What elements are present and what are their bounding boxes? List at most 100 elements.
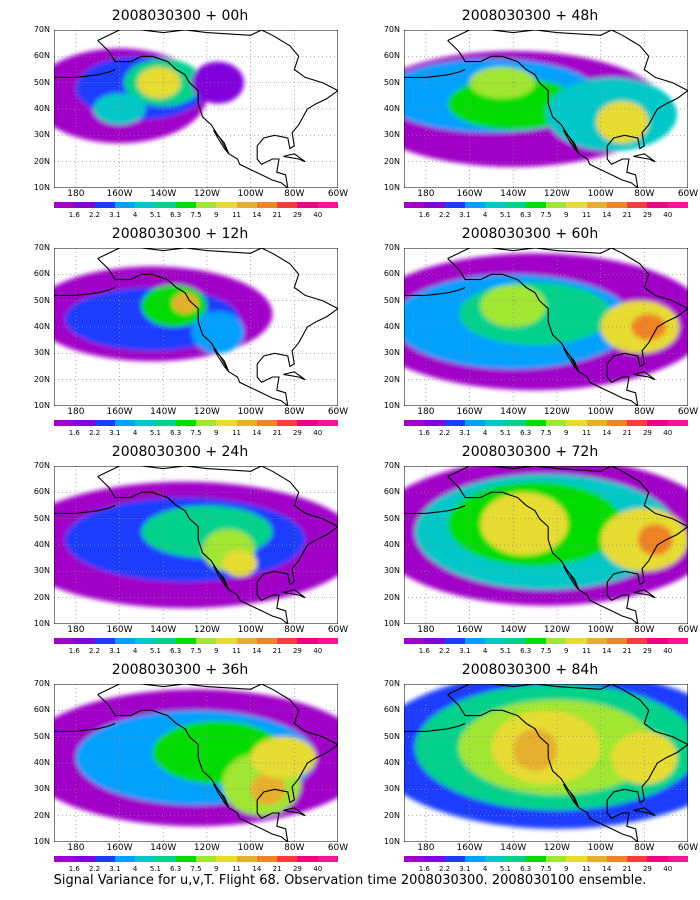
colorbar-label: 29 <box>642 429 652 437</box>
coastline <box>213 347 230 373</box>
colorbar-swatch <box>277 420 298 426</box>
colorbar-label: 2.2 <box>88 211 101 219</box>
colorbar-label: 9 <box>564 429 569 437</box>
colorbar-swatch <box>627 202 648 208</box>
figure-caption: Signal Variance for u,v,T. Flight 68. Ob… <box>53 873 647 888</box>
y-tick-label: 20N <box>33 374 50 384</box>
colorbar-label: 11 <box>232 865 242 873</box>
colorbar-swatch <box>74 638 95 644</box>
variance-contour <box>191 61 245 104</box>
coastline <box>447 258 639 406</box>
panel-title: 2008030300 + 00h <box>111 8 249 24</box>
colorbar-swatch <box>424 202 445 208</box>
x-tick-label: 120W <box>543 843 570 853</box>
x-tick-label: 60W <box>677 407 699 417</box>
x-tick-label: 120W <box>193 189 220 199</box>
colorbar-label: 21 <box>622 211 632 219</box>
colorbar-swatch <box>464 420 486 426</box>
map-panel: 2008030300 + 36h 10N 20N 30N 40N 50N 60N 70N 180… <box>20 662 360 877</box>
colorbar-labels: 1.6 2.2 3.1 4 5.1 6.3 7.5 9 11 14 21 29 40 <box>54 865 338 873</box>
x-tick-label: 80W <box>284 843 305 853</box>
colorbar-label: 7.5 <box>190 647 202 655</box>
colorbar-labels: 1.6 2.2 3.1 4 5.1 6.3 7.5 9 11 14 21 29 40 <box>54 211 338 219</box>
coastline <box>283 371 306 381</box>
y-tick-label: 20N <box>33 156 50 166</box>
colorbar-labels: 1.6 2.2 3.1 4 5.1 6.3 7.5 9 11 14 21 29 40 <box>404 429 688 437</box>
x-tick-label: 120W <box>193 843 220 853</box>
colorbar-label: 40 <box>313 211 323 219</box>
colorbar-label: 29 <box>292 429 302 437</box>
colorbar-swatch <box>606 202 628 208</box>
y-tick-label: 20N <box>33 810 50 820</box>
colorbar-label: 7.5 <box>190 865 202 873</box>
y-tick-label: 40N <box>383 758 400 767</box>
colorbar-label: 9 <box>564 865 569 873</box>
y-tick-label: 10N <box>383 837 400 846</box>
map-panel: 2008030300 + 48h 10N 20N 30N 40N 50N 60N 70N 180… <box>370 8 700 223</box>
x-tick-label: 140W <box>150 625 177 635</box>
y-tick-label: 20N <box>383 374 400 384</box>
x-tick-label: 180 <box>417 843 435 853</box>
y-tick-label: 50N <box>383 295 400 305</box>
colorbar-swatch <box>424 638 445 644</box>
colorbar-swatch <box>464 856 486 862</box>
y-tick-label: 20N <box>383 592 400 602</box>
y-tick-label: 50N <box>33 295 50 305</box>
x-tick-label: 60W <box>677 625 699 635</box>
colorbar-label: 40 <box>663 647 673 655</box>
colorbar-label: 6.3 <box>520 865 532 873</box>
colorbar-swatch <box>155 638 176 644</box>
x-tick-label: 180 <box>67 625 85 635</box>
colorbar-label: 2.2 <box>438 647 451 655</box>
coastline <box>97 694 289 842</box>
y-tick-label: 10N <box>383 401 400 410</box>
colorbar-label: 5.1 <box>149 429 161 437</box>
colorbar-swatch <box>135 420 156 426</box>
variance-map <box>54 466 338 624</box>
colorbar-label: 3.1 <box>459 211 471 219</box>
colorbar-swatch <box>175 856 196 862</box>
colorbar-swatch <box>54 638 75 644</box>
x-tick-label: 140W <box>150 189 177 199</box>
coastline <box>283 153 306 163</box>
colorbar-swatch <box>256 638 278 644</box>
y-tick-label: 70N <box>383 25 400 34</box>
colorbar-swatch <box>566 638 587 644</box>
colorbar-swatch <box>545 856 567 862</box>
colorbar-swatch <box>135 202 156 208</box>
y-tick-label: 10N <box>33 837 50 846</box>
y-tick-label: 40N <box>33 540 50 549</box>
panel-title: 2008030300 + 84h <box>461 662 599 678</box>
colorbar-swatch <box>464 638 486 644</box>
colorbar-swatch <box>175 420 196 426</box>
coastline <box>213 783 230 809</box>
variance-contour <box>469 66 536 99</box>
colorbar-labels: 1.6 2.2 3.1 4 5.1 6.3 7.5 9 11 14 21 29 40 <box>404 647 688 655</box>
coastline <box>563 129 580 155</box>
colorbar <box>404 420 688 426</box>
colorbar-swatch <box>464 202 486 208</box>
colorbar-swatch <box>216 638 237 644</box>
y-tick-label: 50N <box>33 77 50 87</box>
x-tick-label: 140W <box>500 407 527 417</box>
x-tick-label: 120W <box>543 189 570 199</box>
colorbar-label: 7.5 <box>540 865 552 873</box>
y-tick-label: 10N <box>383 619 400 628</box>
colorbar-label: 11 <box>582 211 592 219</box>
y-tick-label: 40N <box>33 104 50 113</box>
colorbar <box>54 420 338 426</box>
colorbar-label: 14 <box>252 647 262 655</box>
colorbar-label: 4 <box>132 865 138 873</box>
y-tick-label: 60N <box>33 51 50 61</box>
x-tick-label: 140W <box>150 843 177 853</box>
coastline <box>97 476 289 624</box>
x-tick-label: 100W <box>587 407 614 417</box>
x-tick-label: 100W <box>587 843 614 853</box>
x-tick-label: 160W <box>456 843 483 853</box>
coastline <box>404 68 466 78</box>
colorbar-swatch <box>444 638 465 644</box>
coastline <box>633 807 656 817</box>
coastline <box>633 153 656 163</box>
colorbar-label: 4 <box>482 865 488 873</box>
colorbar-swatch <box>647 856 668 862</box>
